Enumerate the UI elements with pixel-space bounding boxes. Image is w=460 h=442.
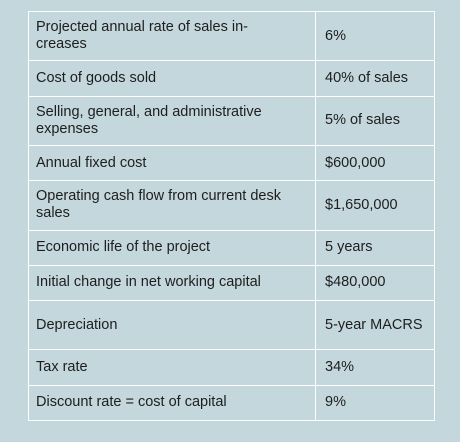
project-assumptions-table: Projected annual rate of sales in-crease… — [28, 10, 435, 422]
table-row: Annual fixed cost $600,000 — [28, 144, 435, 182]
row-value: 5% of sales — [315, 95, 435, 146]
row-label: Selling, general, and administrative exp… — [28, 95, 316, 146]
row-value: 9% — [315, 384, 435, 422]
row-value: $1,650,000 — [315, 180, 435, 231]
row-label: Discount rate = cost of capital — [28, 384, 316, 422]
table-row: Discount rate = cost of capital 9% — [28, 384, 435, 422]
table-row: Cost of goods sold 40% of sales — [28, 60, 435, 97]
row-label: Depreciation — [28, 300, 316, 351]
table-row: Projected annual rate of sales in-crease… — [28, 10, 435, 62]
table-row: Depreciation 5-year MACRS — [28, 300, 435, 351]
row-value: $600,000 — [315, 144, 435, 182]
table-row: Operating cash flow from current desk sa… — [28, 180, 435, 231]
table-row: Selling, general, and administrative exp… — [28, 95, 435, 146]
row-label: Cost of goods sold — [28, 60, 316, 97]
row-label: Tax rate — [28, 349, 316, 386]
row-value: 5-year MACRS — [315, 300, 435, 351]
row-value: 40% of sales — [315, 60, 435, 97]
row-value: 34% — [315, 349, 435, 386]
table-row: Initial change in net working capital $4… — [28, 264, 435, 302]
row-label: Initial change in net working capital — [28, 264, 316, 302]
row-value: 6% — [315, 10, 435, 62]
row-label: Operating cash flow from current desk sa… — [28, 180, 316, 231]
table-row: Tax rate 34% — [28, 349, 435, 386]
row-label: Projected annual rate of sales in-crease… — [28, 10, 316, 62]
row-label: Annual fixed cost — [28, 144, 316, 182]
table-row: Economic life of the project 5 years — [28, 229, 435, 266]
project-assumptions-table-container: Projected annual rate of sales in-crease… — [28, 10, 435, 422]
row-value: 5 years — [315, 229, 435, 266]
row-value: $480,000 — [315, 264, 435, 302]
row-label: Economic life of the project — [28, 229, 316, 266]
